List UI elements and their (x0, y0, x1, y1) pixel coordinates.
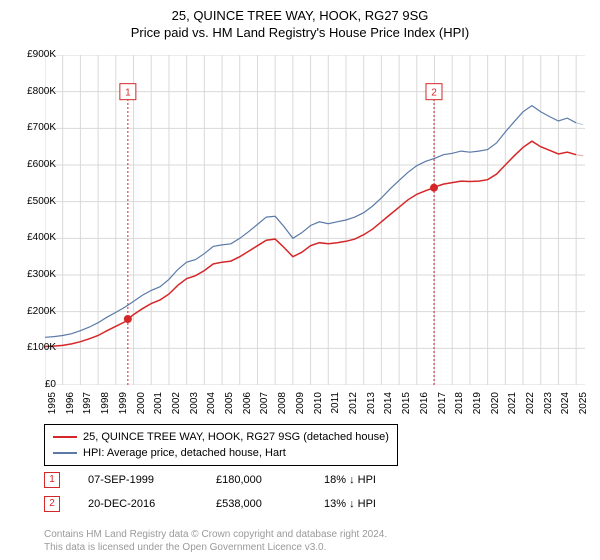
x-tick-label: 2016 (419, 392, 430, 422)
sale-row: 1 07-SEP-1999 £180,000 18% ↓ HPI (44, 472, 404, 488)
y-tick-label: £400K (16, 232, 56, 243)
y-tick-label: £600K (16, 159, 56, 170)
sale-delta: 18% ↓ HPI (324, 474, 404, 486)
sale-price: £538,000 (216, 498, 296, 510)
svg-text:1: 1 (125, 88, 131, 99)
sale-price: £180,000 (216, 474, 296, 486)
footer: Contains HM Land Registry data © Crown c… (44, 528, 387, 554)
footer-line2: This data is licensed under the Open Gov… (44, 541, 387, 554)
x-tick-label: 2023 (543, 392, 554, 422)
legend-swatch (53, 452, 77, 454)
x-tick-label: 2011 (330, 392, 341, 422)
x-tick-label: 1999 (118, 392, 129, 422)
svg-text:2: 2 (431, 88, 437, 99)
x-tick-label: 2022 (525, 392, 536, 422)
x-tick-label: 2004 (206, 392, 217, 422)
y-tick-label: £100K (16, 342, 56, 353)
y-tick-label: £500K (16, 196, 56, 207)
sale-badge: 1 (44, 472, 60, 488)
y-tick-label: £800K (16, 86, 56, 97)
title-block: 25, QUINCE TREE WAY, HOOK, RG27 9SG Pric… (0, 0, 600, 40)
x-tick-label: 2014 (383, 392, 394, 422)
y-tick-label: £0 (16, 379, 56, 390)
x-tick-label: 2021 (507, 392, 518, 422)
title-subtitle: Price paid vs. HM Land Registry's House … (0, 25, 600, 40)
x-tick-label: 2018 (454, 392, 465, 422)
title-address: 25, QUINCE TREE WAY, HOOK, RG27 9SG (0, 8, 600, 23)
x-tick-label: 2005 (224, 392, 235, 422)
y-tick-label: £200K (16, 306, 56, 317)
x-tick-label: 2019 (472, 392, 483, 422)
x-tick-label: 2012 (348, 392, 359, 422)
x-tick-label: 2008 (277, 392, 288, 422)
chart-plot-area: 12 (45, 55, 585, 385)
sale-badge: 2 (44, 496, 60, 512)
sale-delta: 13% ↓ HPI (324, 498, 404, 510)
x-tick-label: 2002 (171, 392, 182, 422)
sale-date: 07-SEP-1999 (88, 474, 188, 486)
legend-label: HPI: Average price, detached house, Hart (83, 447, 286, 459)
x-tick-label: 2006 (242, 392, 253, 422)
x-tick-label: 2000 (136, 392, 147, 422)
x-tick-label: 1998 (100, 392, 111, 422)
sale-date: 20-DEC-2016 (88, 498, 188, 510)
legend-swatch (53, 436, 77, 438)
x-tick-label: 2025 (578, 392, 589, 422)
x-tick-label: 2003 (189, 392, 200, 422)
x-tick-label: 2010 (313, 392, 324, 422)
legend-row: 25, QUINCE TREE WAY, HOOK, RG27 9SG (det… (53, 429, 389, 445)
y-tick-label: £300K (16, 269, 56, 280)
x-tick-label: 2009 (295, 392, 306, 422)
chart-svg: 12 (45, 55, 585, 385)
footer-line1: Contains HM Land Registry data © Crown c… (44, 528, 387, 541)
x-tick-label: 2015 (401, 392, 412, 422)
y-tick-label: £900K (16, 49, 56, 60)
x-tick-label: 1995 (47, 392, 58, 422)
legend-label: 25, QUINCE TREE WAY, HOOK, RG27 9SG (det… (83, 431, 389, 443)
x-tick-label: 2020 (490, 392, 501, 422)
x-tick-label: 2007 (259, 392, 270, 422)
x-tick-label: 1997 (82, 392, 93, 422)
x-tick-label: 2017 (437, 392, 448, 422)
sale-row: 2 20-DEC-2016 £538,000 13% ↓ HPI (44, 496, 404, 512)
legend-row: HPI: Average price, detached house, Hart (53, 445, 389, 461)
chart-container: 25, QUINCE TREE WAY, HOOK, RG27 9SG Pric… (0, 0, 600, 560)
legend: 25, QUINCE TREE WAY, HOOK, RG27 9SG (det… (44, 424, 398, 466)
x-tick-label: 2013 (366, 392, 377, 422)
x-tick-label: 2024 (560, 392, 571, 422)
x-tick-label: 2001 (153, 392, 164, 422)
y-tick-label: £700K (16, 122, 56, 133)
x-tick-label: 1996 (65, 392, 76, 422)
